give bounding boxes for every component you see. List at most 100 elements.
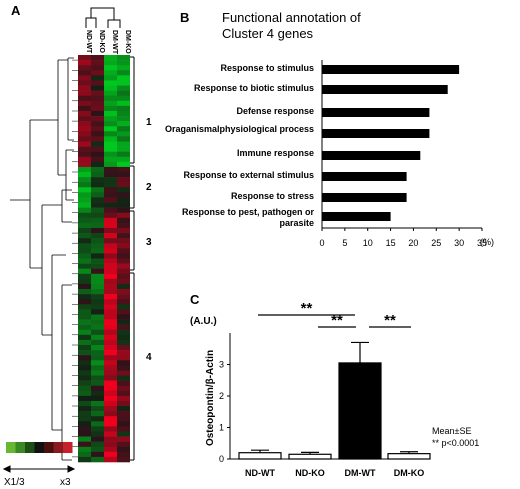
panel-c-bar — [288, 453, 332, 460]
heatmap-cell — [78, 65, 91, 71]
heatmap-cell — [78, 395, 91, 402]
heatmap-cell — [78, 406, 91, 412]
heatmap-cell — [78, 451, 91, 458]
heatmap-cell — [117, 182, 130, 188]
heatmap-cell — [104, 436, 117, 442]
heatmap-cell — [117, 370, 130, 376]
heatmap-cell — [104, 110, 117, 117]
heatmap-cell — [78, 121, 91, 127]
scale-arrow — [2, 465, 76, 473]
heatmap-cell — [117, 90, 130, 96]
heatmap-cell — [78, 416, 91, 422]
heatmap-cell — [78, 85, 91, 91]
heatmap-cell — [104, 446, 117, 453]
heatmap-cell — [104, 60, 117, 66]
heatmap-cell — [104, 126, 117, 132]
heatmap-cell — [91, 451, 104, 458]
heatmap-cell — [78, 324, 91, 331]
scale-min-label: X1/3 — [4, 477, 25, 488]
heatmap-cells — [78, 55, 130, 463]
color-scale-swatch — [63, 442, 73, 453]
panel-b-category-label: Oraganismalphysiological process — [164, 124, 314, 134]
heatmap-cell — [104, 304, 117, 310]
heatmap-cell — [78, 304, 91, 310]
col-dendro-link-top — [90, 7, 115, 20]
heatmap-cell — [91, 65, 104, 71]
heatmap-cell — [104, 95, 117, 102]
heatmap-cell — [78, 350, 91, 356]
heatmap-cell — [117, 116, 130, 122]
heatmap-cell — [117, 263, 130, 269]
heatmap-cell — [91, 131, 104, 137]
panel-b-bar — [322, 65, 460, 74]
heatmap-cell — [117, 304, 130, 310]
heatmap-cell — [91, 385, 104, 392]
cluster-label-4: 4 — [146, 352, 152, 363]
panel-c-legend-line1: Mean±SE — [432, 426, 472, 436]
heatmap-cell — [104, 217, 117, 224]
heatmap-cell — [91, 309, 104, 315]
heatmap-cell — [91, 278, 104, 285]
panel-b-bar-chart: 0 5 10 15 20 25 30 35 (%) — [319, 60, 494, 248]
heatmap-cell — [91, 95, 104, 102]
heatmap-cell — [91, 126, 104, 132]
heatmap-cell — [117, 411, 130, 417]
heatmap-cell — [104, 146, 117, 152]
heatmap-cell — [78, 360, 91, 366]
color-scale-swatch — [25, 442, 35, 453]
heatmap-cell — [78, 339, 91, 346]
heatmap-cell — [104, 197, 117, 203]
heatmap-cell — [78, 105, 91, 112]
heatmap-cell — [78, 146, 91, 152]
heatmap-cell — [91, 370, 104, 376]
heatmap-cell — [91, 70, 104, 76]
heatmap-cell — [91, 253, 104, 259]
heatmap-cell — [117, 339, 130, 346]
cluster-label-3: 3 — [146, 237, 152, 248]
heatmap-cell — [117, 75, 130, 81]
panel-c-bar — [338, 362, 382, 460]
panel-c-legend: Mean±SE ** p<0.0001 — [432, 425, 479, 449]
heatmap-cell — [117, 289, 130, 295]
heatmap-cell — [104, 380, 117, 386]
heatmap-cell — [104, 116, 117, 122]
heatmap-cell — [104, 156, 117, 163]
heatmap-cell — [117, 400, 130, 407]
heatmap-cell — [104, 248, 117, 254]
heatmap-cell — [78, 151, 91, 158]
heatmap-cell — [91, 365, 104, 371]
heatmap-cell — [91, 60, 104, 66]
panel-b-x-tick-label: 25 — [431, 238, 441, 248]
heatmap-cell — [117, 253, 130, 259]
heatmap-cell — [91, 55, 104, 61]
heatmap-cell — [104, 105, 117, 112]
heatmap-cell — [78, 334, 91, 341]
heatmap-cell — [78, 136, 91, 142]
heatmap-cell — [78, 344, 91, 351]
heatmap-cell — [117, 334, 130, 341]
heatmap-cell — [104, 172, 117, 178]
heatmap-cell — [104, 212, 117, 219]
heatmap-cell — [78, 446, 91, 453]
panel-c-x-label: ND-WT — [245, 468, 275, 478]
heatmap-cell — [104, 70, 117, 76]
panel-b-unit-label: (%) — [480, 237, 494, 247]
heatmap-cell — [91, 324, 104, 331]
heatmap-cell — [117, 375, 130, 381]
heatmap-cell — [78, 233, 91, 239]
heatmap-cell — [117, 197, 130, 203]
heatmap-cell — [104, 350, 117, 356]
heatmap-cell — [104, 360, 117, 366]
heatmap-cell — [91, 166, 104, 173]
heatmap-cell — [78, 456, 91, 463]
heatmap-cell — [78, 95, 91, 102]
heatmap-cell — [117, 329, 130, 336]
heatmap-cell — [91, 207, 104, 214]
heatmap-cell — [78, 110, 91, 117]
heatmap-cell — [78, 426, 91, 432]
heatmap-cell — [91, 289, 104, 295]
heatmap-cell — [78, 166, 91, 173]
panel-c-legend-line2: ** p<0.0001 — [432, 438, 480, 448]
heatmap-cell — [78, 131, 91, 137]
